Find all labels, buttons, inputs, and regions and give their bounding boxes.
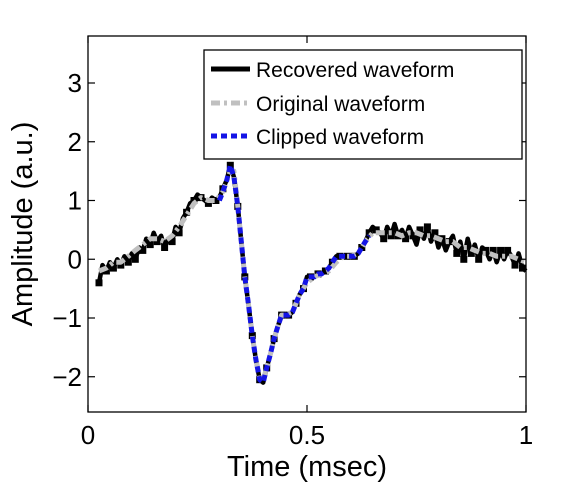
y-tick-label: 2 xyxy=(68,127,82,157)
data-point xyxy=(372,226,380,234)
data-point xyxy=(161,244,169,251)
data-point xyxy=(482,246,490,254)
data-point xyxy=(504,246,512,254)
data-point xyxy=(365,229,373,237)
data-point xyxy=(489,246,497,254)
y-axis-title: Amplitude (a.u.) xyxy=(7,122,39,327)
x-tick-label: 0 xyxy=(81,420,95,450)
legend-label-clipped: Clipped waveform xyxy=(256,126,424,149)
legend-label-recovered: Recovered waveform xyxy=(256,59,454,82)
data-point xyxy=(423,223,431,231)
data-point xyxy=(95,279,103,287)
data-point xyxy=(387,232,395,240)
data-point xyxy=(248,332,256,340)
legend: Recovered waveform Original waveform Cli… xyxy=(203,49,523,160)
data-point xyxy=(358,244,366,251)
tick-layer: 0 0.5 1 −2 −1 0 1 2 3 xyxy=(52,36,533,450)
data-point xyxy=(416,226,424,234)
data-point xyxy=(153,238,161,246)
data-point xyxy=(445,238,453,246)
data-point xyxy=(475,255,483,263)
data-point xyxy=(124,258,132,266)
data-point xyxy=(109,264,117,272)
data-point xyxy=(139,246,147,254)
legend-box xyxy=(203,49,523,160)
data-point xyxy=(453,249,461,257)
data-point xyxy=(511,261,519,269)
data-point xyxy=(380,235,388,243)
data-point xyxy=(212,197,220,204)
data-point xyxy=(146,241,154,249)
x-tick-label: 0.5 xyxy=(289,420,325,450)
legend-label-original: Original waveform xyxy=(256,93,425,116)
data-point xyxy=(226,161,234,169)
data-point xyxy=(117,261,125,269)
y-tick-label: 0 xyxy=(68,244,82,274)
data-point xyxy=(131,255,139,263)
data-point xyxy=(497,246,505,254)
data-point xyxy=(321,267,329,275)
data-point xyxy=(409,232,417,240)
data-point xyxy=(467,249,475,257)
series-line-clipped xyxy=(217,162,372,386)
data-point xyxy=(519,264,526,272)
y-tick-label: 3 xyxy=(68,68,82,98)
data-point xyxy=(175,229,183,237)
y-tick-label: −1 xyxy=(52,303,82,333)
data-point xyxy=(402,235,410,243)
data-point xyxy=(168,238,176,246)
data-point xyxy=(204,199,212,207)
y-tick-label: 1 xyxy=(68,186,82,216)
x-axis-title: Time (msec) xyxy=(227,451,387,483)
data-point xyxy=(102,267,110,275)
data-point xyxy=(460,255,468,263)
x-tick-label: 1 xyxy=(519,420,533,450)
data-point xyxy=(431,229,439,237)
y-tick-label: −2 xyxy=(52,362,82,392)
series-layer xyxy=(95,161,528,386)
